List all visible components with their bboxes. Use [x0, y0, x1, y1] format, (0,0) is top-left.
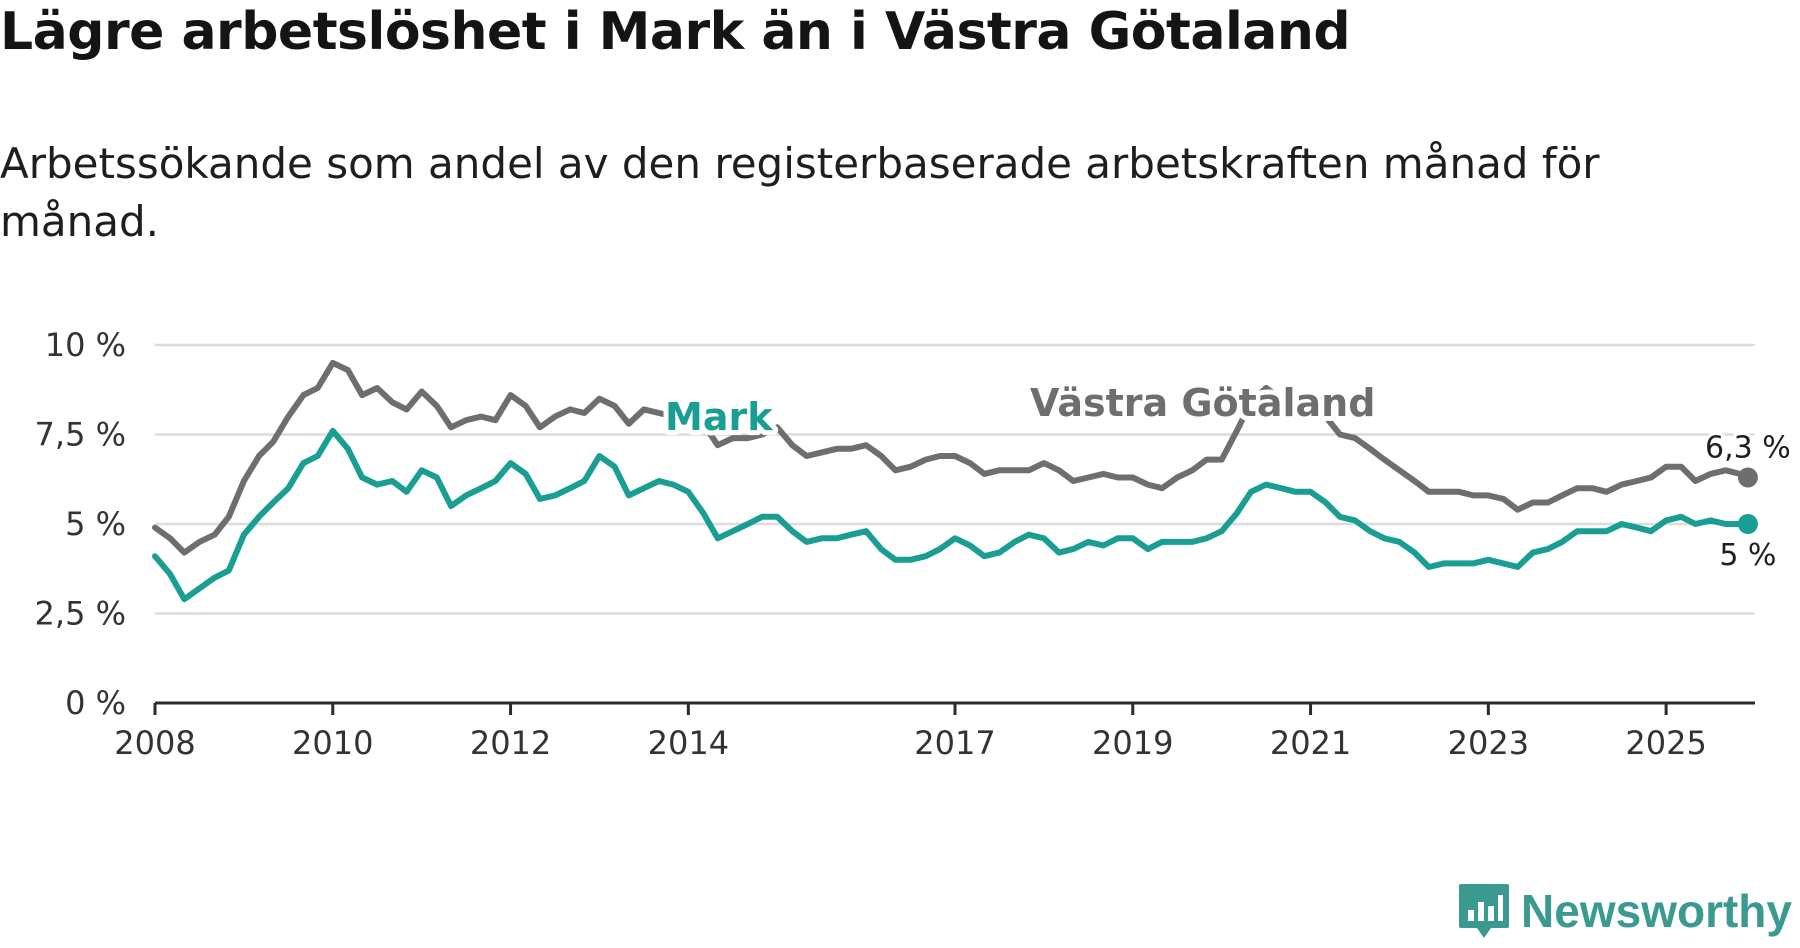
series-name-label: Mark: [665, 395, 773, 439]
x-tick-label: 2014: [648, 724, 729, 760]
grid-lines: [155, 343, 1755, 615]
brand-name: Newsworthy: [1521, 885, 1792, 937]
newsworthy-logo-icon: [1459, 884, 1510, 938]
series-labels: Västra Götaland Mark 6,3 % 5 %: [660, 376, 1794, 576]
page-title: Lägre arbetslöshet i Mark än i Västra Gö…: [0, 2, 1351, 62]
end-value-label: 6,3 %: [1705, 430, 1791, 465]
chart-subtitle: Arbetssökande som andel av den registerb…: [0, 139, 1600, 246]
y-tick-label: 5 %: [65, 505, 126, 543]
x-tick-label: 2008: [114, 724, 195, 760]
series-lines: [152, 359, 1758, 603]
series-end-marker: [1737, 514, 1758, 534]
x-tick-label: 2021: [1270, 724, 1351, 760]
series-end-marker: [1737, 467, 1758, 488]
x-tick-label: 2012: [470, 724, 551, 760]
x-tick-label: 2023: [1448, 724, 1529, 760]
x-tick-label: 2025: [1625, 724, 1706, 760]
newsworthy-brand: Newsworthy: [1457, 882, 1792, 940]
y-tick-label: 0 %: [65, 684, 126, 722]
y-tick-label: 10 %: [45, 326, 126, 364]
end-value-label: 5 %: [1719, 538, 1776, 573]
y-tick-label: 2,5 %: [35, 595, 126, 633]
y-tick-label: 7,5 %: [35, 416, 126, 454]
line-chart: 0 % 2,5 % 5 % 7,5 % 10 % 2008 2010 2012 2014 2017…: [35, 326, 1794, 760]
series-name-label: Västra Götaland: [1030, 381, 1375, 425]
axes: 0 % 2,5 % 5 % 7,5 % 10 % 2008 2010 2012 2014 2017…: [35, 326, 1755, 760]
x-tick-label: 2019: [1092, 724, 1173, 760]
x-tick-label: 2017: [914, 724, 995, 760]
series-line-vastra-gotaland: [152, 359, 1751, 556]
x-tick-label: 2010: [292, 724, 373, 760]
series-line-mark: [152, 427, 1751, 603]
